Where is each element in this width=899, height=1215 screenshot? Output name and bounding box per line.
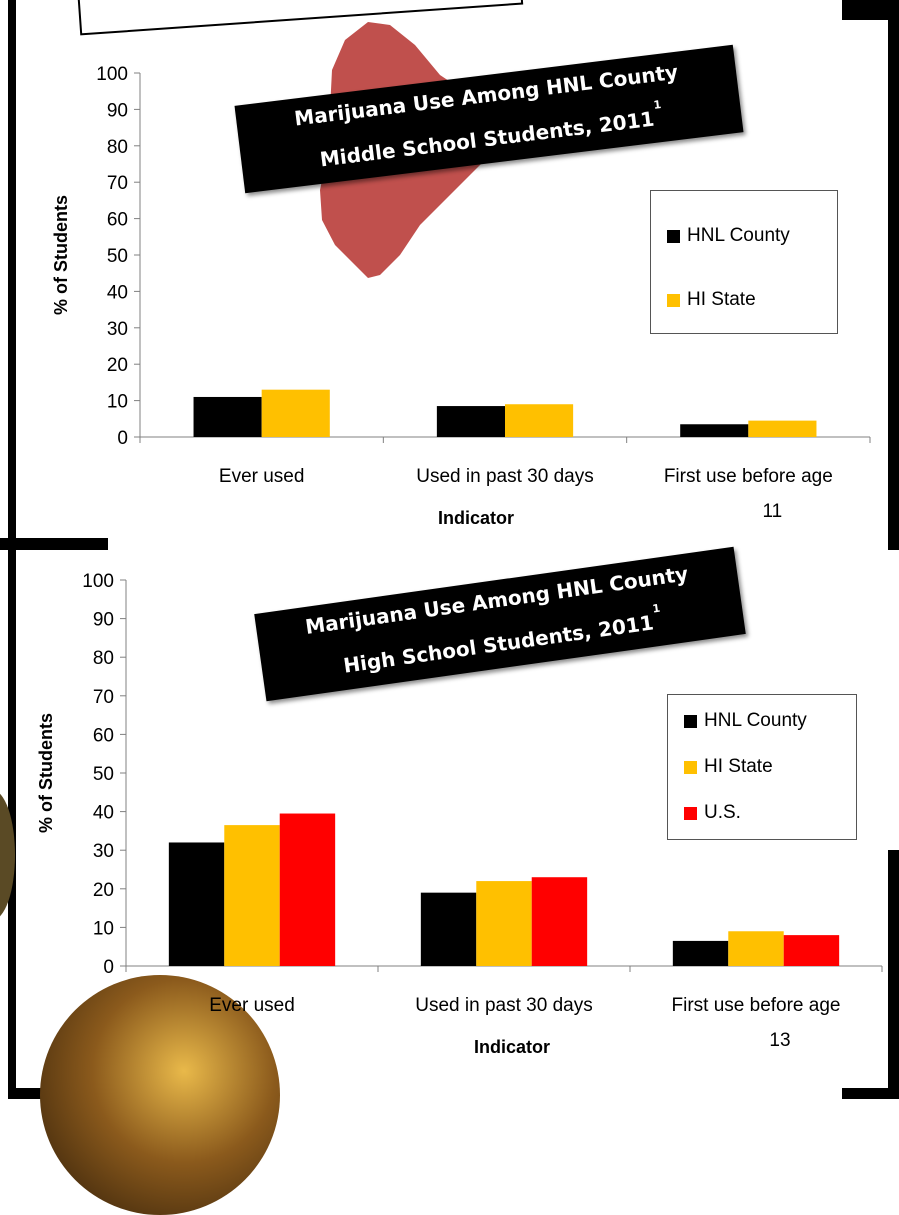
chart2-y-tick-label: 10 [93,918,114,939]
chart1-y-tick-label: 80 [107,137,128,158]
chart2-y-tick-label: 0 [103,957,114,978]
chart1-y-tick-label: 30 [107,319,128,340]
chart1-legend-label-hnl: HNL County [687,225,790,246]
chart1-legend-swatch-hnl [667,229,680,243]
chart2-legend-label-hi: HI State [704,756,773,777]
chart2-category-label: First use before age [672,995,841,1016]
chart2-y-tick-label: 70 [93,687,114,708]
chart2-legend-swatch-hi [684,760,697,774]
chart1-x-axis-title: Indicator [438,508,514,528]
chart2-legend-swatch-us [684,806,697,820]
chart1-bar-hnl-county-1 [436,406,505,437]
frame-bottom-right-bar [842,1088,899,1099]
chart2-category-label: Used in past 30 days [415,995,592,1016]
chart1-bar-hi-state-2 [748,420,817,437]
chart1-category-label: Ever used [219,466,305,487]
chart2-legend-item-us: U.S. [684,802,741,824]
chart1-y-tick-label: 40 [107,282,128,303]
chart2-y-tick-label: 100 [82,571,114,592]
chart2-bar-hnl-county-0 [168,842,225,966]
chart1-legend: HNL County HI State [650,190,838,334]
chart1-bar-hnl-county-2 [680,424,749,437]
chart2-y-tick-label: 60 [93,725,114,746]
chart1-y-tick-label: 10 [107,392,128,413]
chart2-y-tick-label: 30 [93,841,114,862]
chart2-bar-hi-state-0 [224,825,280,966]
chart1-y-tick-label: 90 [107,100,128,121]
chart1-category-label: 11 [762,501,782,522]
chart2-y-axis-title: % of Students [36,713,56,833]
chart2-bar-hi-state-1 [476,881,532,966]
chart2-y-tick-label: 80 [93,648,114,669]
chart2-y-tick-label: 40 [93,803,114,824]
chart1-bar-hi-state-0 [261,389,330,437]
chart1-y-tick-label: 20 [107,355,128,376]
chart2-y-tick-label: 50 [93,764,114,785]
chart2-y-tick-label: 20 [93,880,114,901]
middle-school-chart: 0 10 20 30 40 50 60 70 80 90 100 Ever used Used in p… [51,64,871,528]
frame-right-edge [888,0,899,550]
chart1-legend-label-hi: HI State [687,289,756,310]
chart2-footnote-mark: 1 [651,601,662,616]
decorative-photo-circle-left [0,790,15,920]
chart1-legend-item-hi: HI State [667,289,756,311]
chart1-legend-swatch-hi [667,293,680,307]
high-school-chart: 0 10 20 30 40 50 60 70 80 90 100 Ever used Used in p… [36,571,883,1057]
chart1-y-tick-label: 50 [107,246,128,267]
chart2-x-axis-title: Indicator [474,1037,550,1057]
chart2-y-tick-label: 90 [93,610,114,631]
frame-middle-divider [0,538,108,550]
chart2-bar-hnl-county-2 [672,940,729,966]
chart2-legend-swatch-hnl [684,714,697,728]
chart1-category-label: Used in past 30 days [416,466,593,487]
frame-top-right-bar [842,0,899,20]
chart2-bar-u-s--1 [531,877,588,966]
chart1-y-tick-label: 60 [107,210,128,231]
chart2-bar-hi-state-2 [728,931,784,966]
chart1-bar-hnl-county-0 [193,396,262,437]
chart1-category-label: First use before age [664,466,833,487]
chart1-legend-item-hnl: HNL County [667,225,790,247]
frame-bottom-right-edge [888,850,899,1099]
chart2-legend: HNL County HI State U.S. [667,694,857,840]
chart2-legend-item-hi: HI State [684,756,773,778]
chart2-bar-hnl-county-1 [420,892,477,966]
chart2-bar-u-s--2 [783,935,840,966]
chart2-bar-u-s--0 [279,813,336,966]
chart1-y-tick-label: 0 [117,428,128,449]
frame-top-left-corner [8,0,16,540]
chart1-y-axis-title: % of Students [51,195,71,315]
chart2-legend-label-us: U.S. [704,802,741,823]
chart2-category-label: Ever used [209,995,295,1016]
chart1-y-tick-label: 100 [96,64,128,85]
chart1-bar-hi-state-1 [505,404,574,437]
chart2-category-label: 13 [769,1030,790,1051]
chart2-legend-item-hnl: HNL County [684,710,807,732]
chart1-y-tick-label: 70 [107,173,128,194]
chart2-legend-label-hnl: HNL County [704,710,807,731]
